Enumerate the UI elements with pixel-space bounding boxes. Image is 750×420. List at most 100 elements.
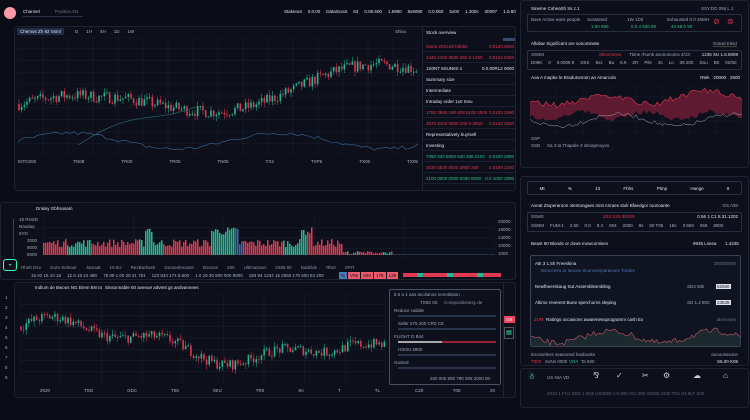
- settings-icon[interactable]: ⚙: [663, 371, 671, 380]
- timeframe-tab[interactable]: D: [75, 29, 79, 34]
- candle-up: [346, 63, 348, 65]
- check-icon[interactable]: ✓: [616, 371, 623, 380]
- volume-bar: [211, 230, 213, 255]
- candle-up: [407, 65, 410, 73]
- table-cell: 8xx: [595, 60, 603, 65]
- timeframe-tab[interactable]: 1D: [113, 29, 120, 34]
- scissors-icon[interactable]: ✂: [642, 371, 649, 380]
- volume-bar: [203, 240, 205, 255]
- candle-up: [362, 64, 364, 70]
- info-table: [527, 50, 742, 70]
- detail-line-chart[interactable]: [531, 324, 740, 346]
- volume-bar: [261, 245, 263, 255]
- order-row-text[interactable]: 2440 4460 8830 282 0-1250: [426, 55, 483, 60]
- right-panel: Sineme Cohearth Ss z.1 SSY.DO 056 L 1 Ba…: [520, 0, 749, 168]
- volume-bar: [401, 254, 403, 255]
- volume-bar: [373, 253, 375, 255]
- candle-down: [239, 103, 242, 112]
- candle-down: [263, 98, 266, 103]
- area-chart[interactable]: [530, 85, 742, 133]
- order-row-text[interactable]: 1S0NT 8SUN8S s: [426, 66, 463, 71]
- order-row-text[interactable]: 3570 8430 5850 200 0-2850: [426, 121, 483, 126]
- volume-bar: [177, 241, 179, 255]
- volume-bar: [223, 234, 225, 255]
- volume-bar: [169, 245, 171, 255]
- toolbar-button[interactable]: Mt: [539, 185, 545, 191]
- wallet-icon[interactable]: ⊜: [727, 17, 734, 26]
- order-row-text[interactable]: 2100 0000 0000 0000 8000: [426, 176, 482, 181]
- detail-chart-title: Ratings occasions awarenessprogramm cash…: [546, 317, 644, 322]
- volume-chip[interactable]: 128: [386, 272, 399, 279]
- candle-up: [41, 314, 43, 322]
- volume-bar: [297, 243, 299, 255]
- alert-icon[interactable]: ⊘: [713, 17, 720, 26]
- stat-label: 1W 1D0: [627, 17, 644, 22]
- candle-up: [415, 71, 418, 73]
- order-row-text[interactable]: 1780 3990 190 828 8100 2000: [426, 110, 488, 115]
- timeframe-tab[interactable]: 4H: [100, 29, 106, 34]
- order-row-text[interactable]: Summary size: [426, 77, 455, 82]
- translate-icon[interactable]: ⅋: [593, 371, 600, 380]
- candle-up: [28, 318, 30, 324]
- robot-icon[interactable]: ☃: [528, 372, 536, 381]
- order-row-text[interactable]: Mono 20XL50 bbbbb: [426, 44, 468, 49]
- section-button[interactable]: Grand Kleid: [713, 41, 737, 47]
- order-list-scroll[interactable]: [503, 38, 515, 41]
- volume-bar: [347, 251, 349, 255]
- candle-down: [197, 356, 200, 359]
- volume-chip[interactable]: S50: [361, 272, 374, 279]
- volume-bar: [455, 254, 457, 255]
- volume-bar: [445, 254, 447, 255]
- candle-down: [365, 346, 367, 348]
- volume-bar: [289, 243, 291, 255]
- order-row-text[interactable]: Representatively buy/sell: [426, 132, 477, 137]
- order-row-text[interactable]: Intraday order 1x0 Ineu: [426, 99, 473, 104]
- order-row-text[interactable]: 7050 330 5900 640 285 2100: [426, 154, 485, 159]
- volume-slider[interactable]: [13, 219, 14, 257]
- toolbar-button[interactable]: 8: [726, 185, 730, 191]
- candle-down: [130, 94, 132, 99]
- timeframe-tab[interactable]: 1W: [127, 29, 135, 34]
- bottom-bar: ☃ US NIA VD ⅋ ✓ ✂ ⚙ ☁ ⌂ 2010 1 FC1 ED3 1…: [520, 368, 749, 408]
- volume-chip[interactable]: V05: [348, 272, 361, 279]
- candlestick-chart[interactable]: [18, 37, 418, 155]
- candle-up: [328, 354, 331, 356]
- order-row-text[interactable]: Investing: [426, 143, 445, 148]
- timeframe-tabs: D 1H 4H 1D 1W: [75, 29, 134, 34]
- lower-candlestick-chart[interactable]: [20, 293, 386, 383]
- volume-bar: [263, 244, 265, 255]
- table-cell: Pile: [644, 60, 652, 65]
- candle-down: [20, 326, 22, 330]
- volume-chart[interactable]: [43, 217, 495, 259]
- volume-bar: [215, 229, 217, 255]
- overlay-x-label: 20: [489, 388, 495, 393]
- home-icon[interactable]: ⌂: [723, 371, 728, 380]
- candle-down: [226, 363, 229, 367]
- candle-down: [132, 98, 135, 104]
- lower-y-label: 2: [5, 305, 8, 310]
- overlay-row: Safer 275 200 CR0 CE: [398, 321, 445, 326]
- timeframe-tab[interactable]: 1H: [86, 29, 93, 34]
- toolbar-button[interactable]: Ptmp: [656, 185, 668, 191]
- toolbar-button[interactable]: Hange: [690, 185, 704, 191]
- order-row-value: 0.0100 2050: [488, 154, 514, 159]
- volume-bar: [439, 254, 441, 255]
- order-row-text[interactable]: Intermediate: [426, 88, 452, 93]
- shield-icon[interactable]: ◒: [3, 259, 17, 271]
- overlay-button[interactable]: GB: [504, 316, 515, 323]
- volume-chip[interactable]: %: [339, 272, 348, 279]
- toolbar-button[interactable]: Fbhs: [623, 185, 634, 191]
- document-icon[interactable]: ▤: [504, 327, 514, 339]
- toolbar-button[interactable]: %: [567, 185, 572, 191]
- volume-ticker-labels: Rhett Dev Gure Selnaer Jamaat 10.5U RezBarba…: [21, 265, 355, 270]
- table-cell: 8.9: [620, 60, 627, 65]
- table-cell: 08 200: [679, 60, 694, 65]
- volume-bar: [293, 246, 295, 255]
- chart-symbol-tab[interactable]: Chemos Zh 92 Ssml: [17, 28, 64, 35]
- volume-chip[interactable]: 178: [374, 272, 386, 279]
- toolbar-button[interactable]: 13: [595, 185, 601, 191]
- order-row-text[interactable]: 3030 8530 5500 3850 290: [426, 165, 479, 170]
- candle-up: [111, 334, 114, 337]
- cloud-icon[interactable]: ☁: [693, 371, 701, 380]
- candle-down: [247, 102, 250, 108]
